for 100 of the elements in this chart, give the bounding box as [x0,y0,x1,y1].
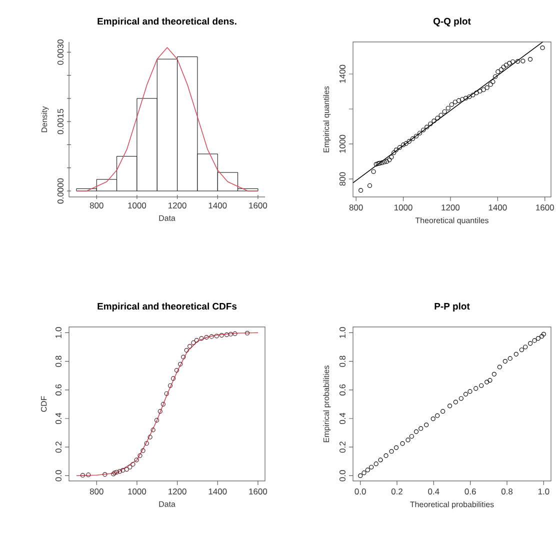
chart-title: P-P plot [434,302,470,312]
point [536,336,540,341]
point [497,364,502,370]
point [421,128,426,132]
point [474,90,479,96]
point [164,391,169,396]
y-tick-label: 0.8 [340,356,346,367]
point [384,453,388,458]
x-tick-label: 1600 [249,202,268,208]
point [374,462,378,466]
point [414,134,419,138]
x-tick-label: 800 [90,202,104,208]
point [181,354,186,360]
y-tick-label: 0.8 [56,356,62,367]
point [134,458,139,462]
y-tick-label: 0.4 [340,412,346,424]
point [150,428,156,432]
point [432,118,436,124]
y-tick-label: 1.0 [56,327,62,338]
point [424,124,430,130]
point [188,344,192,349]
point [438,112,444,118]
x-tick-label: 1000 [394,204,412,210]
point [158,409,162,414]
point [507,60,512,66]
point [458,396,464,401]
point [120,468,126,473]
y-tick-label: 0.0030 [58,40,64,65]
point [371,169,376,174]
point [369,464,374,470]
point [367,183,372,188]
point [442,109,447,114]
point [468,389,472,394]
point [508,356,512,361]
x-tick-label: 1000 [128,488,146,494]
point [138,453,142,458]
point [520,58,526,64]
point [484,380,490,384]
point [400,441,405,446]
chart-title: Q-Q plot [433,18,471,26]
point [358,473,363,478]
point [219,332,224,338]
point [394,148,398,152]
point [502,359,508,364]
point [448,404,452,408]
y-tick-label: 0.0015 [58,108,64,134]
point [244,330,250,336]
point [452,100,458,104]
point [214,334,219,338]
point [470,92,476,98]
point [102,472,108,477]
x-tick-label: 1000 [128,202,146,208]
point [232,331,238,336]
point [493,74,498,79]
point [397,145,402,150]
x-tick-label: 800 [349,204,363,210]
x-tick-label: 1200 [168,202,186,208]
y-tick-label: 0.2 [340,442,346,453]
point [460,97,465,102]
point [528,341,533,346]
point [209,334,214,339]
point [404,141,408,146]
point [528,57,533,62]
point [114,470,120,474]
point [488,82,493,87]
point [389,154,394,160]
point [80,472,86,478]
x-tick-label: 1600 [249,488,268,494]
point [394,445,399,450]
point [540,334,544,339]
x-tick-label: 0.8 [501,488,513,494]
point [540,45,545,50]
point [128,464,132,470]
point [523,344,528,350]
x-tick-label: 0.0 [354,488,366,494]
point [178,362,183,366]
point [479,383,484,388]
point [467,94,472,100]
point [440,409,446,414]
point [418,130,422,136]
y-tick-label: 0.2 [56,442,62,453]
point [474,386,478,391]
y-tick-label: 800 [340,172,346,186]
point [358,188,364,193]
y-tick-label: 0.0 [56,470,62,482]
x-tick-label: 1200 [168,488,186,494]
point [428,122,433,126]
point [510,59,516,64]
x-tick-label: 800 [90,488,104,494]
point [418,426,424,431]
x-tick-label: 1400 [488,204,507,210]
x-tick-label: 0.2 [391,488,402,494]
point [378,458,383,462]
y-tick-label: 0.4 [56,412,62,424]
point [380,160,384,165]
y-tick-label: 0.0 [340,470,346,482]
line-series [76,332,258,476]
x-tick-label: 1.0 [538,488,550,494]
point [488,378,492,383]
point [124,467,129,472]
